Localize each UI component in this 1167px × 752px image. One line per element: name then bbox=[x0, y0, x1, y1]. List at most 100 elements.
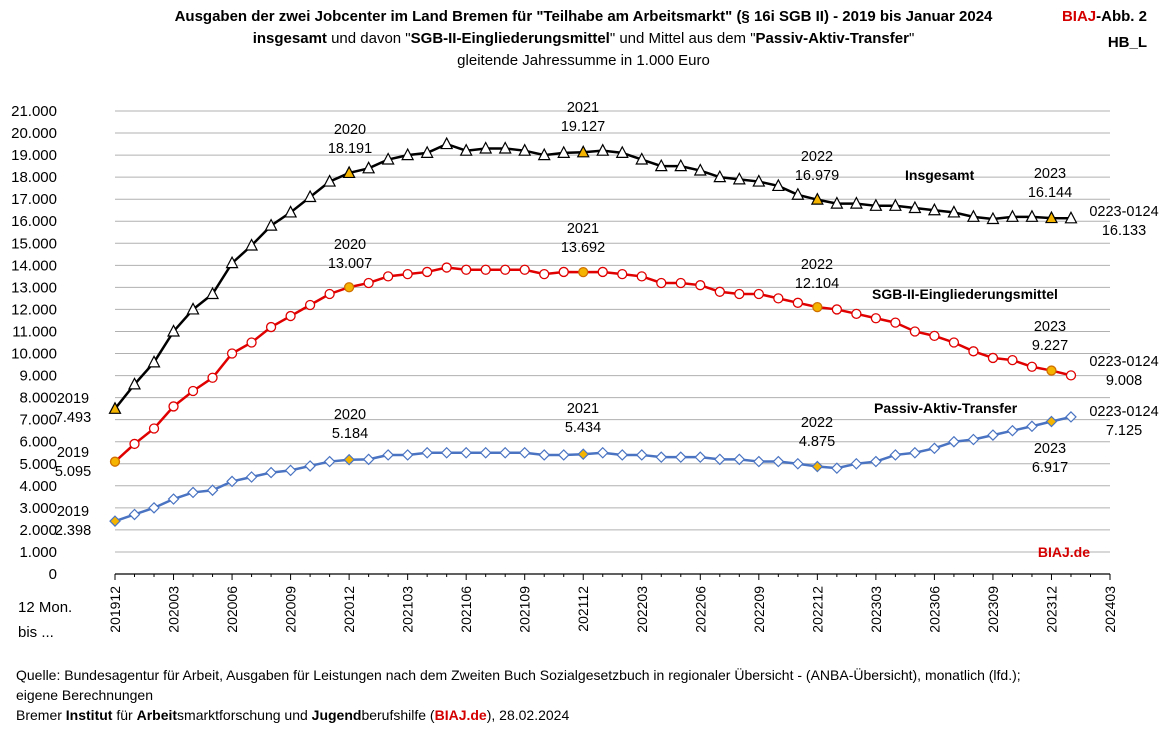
data-point bbox=[109, 456, 121, 467]
chart-title: Ausgaben der zwei Jobcenter im Land Brem… bbox=[0, 6, 1167, 72]
data-point bbox=[1044, 210, 1058, 224]
data-point bbox=[323, 174, 337, 187]
watermark: BIAJ.de bbox=[1038, 544, 1090, 560]
data-point bbox=[187, 486, 199, 499]
value-annotation: 9.227 bbox=[1032, 338, 1068, 354]
data-point bbox=[342, 165, 356, 179]
data-point bbox=[889, 449, 902, 461]
value-annotation: 2023 bbox=[1034, 441, 1066, 457]
data-point bbox=[850, 457, 863, 470]
y-tick-label: 15.000 bbox=[11, 235, 57, 252]
data-point bbox=[206, 484, 219, 497]
x-tick-label: 202212 bbox=[809, 586, 825, 633]
x-tick-label: 202109 bbox=[517, 586, 533, 633]
title-pat: Passiv-Aktiv-Transfer bbox=[755, 30, 909, 47]
source-line-1: Quelle: Bundesagentur für Arbeit, Ausgab… bbox=[16, 667, 1021, 683]
data-point bbox=[401, 147, 415, 161]
y-tick-label: 6.000 bbox=[19, 434, 57, 451]
source-note: Quelle: Bundesagentur für Arbeit, Ausgab… bbox=[16, 665, 1021, 725]
inst-bold-2: Arbeit bbox=[136, 707, 178, 723]
data-point bbox=[168, 401, 179, 412]
data-point bbox=[401, 449, 414, 461]
data-point bbox=[966, 209, 980, 222]
value-annotation: 5.184 bbox=[332, 426, 368, 442]
data-point bbox=[265, 321, 277, 333]
data-point bbox=[557, 449, 570, 461]
value-annotation: 16.133 bbox=[1102, 223, 1146, 239]
data-point bbox=[459, 143, 473, 156]
data-point bbox=[1065, 411, 1077, 423]
x-tick-label: 202006 bbox=[224, 586, 240, 633]
value-annotation: 0223-0124 bbox=[1089, 354, 1158, 370]
value-annotation: 2020 bbox=[334, 237, 366, 253]
data-point bbox=[909, 446, 921, 459]
title-text-a: und davon " bbox=[326, 30, 411, 47]
data-point bbox=[1065, 370, 1077, 381]
x-tick-label: 202303 bbox=[868, 586, 884, 633]
data-point bbox=[225, 255, 239, 269]
data-point bbox=[499, 446, 512, 459]
data-point bbox=[557, 145, 571, 158]
series-line-0 bbox=[114, 142, 1071, 410]
data-point bbox=[264, 218, 278, 231]
data-point bbox=[187, 385, 199, 397]
data-point bbox=[656, 277, 667, 289]
value-annotation: 2022 bbox=[801, 149, 833, 165]
inst-text-1: Bremer bbox=[16, 707, 66, 723]
data-point bbox=[849, 196, 863, 209]
value-annotation: 7.493 bbox=[55, 410, 91, 426]
data-point bbox=[207, 372, 218, 383]
data-point bbox=[303, 189, 317, 203]
data-point bbox=[675, 277, 686, 289]
title-line-2: insgesamt und davon "SGB-II-Eingliederun… bbox=[0, 28, 1167, 50]
y-tick-label: 10.000 bbox=[11, 346, 57, 363]
data-point bbox=[811, 460, 824, 473]
data-point bbox=[909, 326, 921, 337]
data-point bbox=[831, 462, 843, 475]
y-tick-label: 17.000 bbox=[11, 191, 57, 208]
data-point bbox=[381, 152, 395, 165]
data-point bbox=[343, 282, 355, 293]
data-point bbox=[733, 453, 746, 466]
data-point bbox=[655, 451, 668, 463]
data-point bbox=[206, 286, 220, 300]
data-point bbox=[246, 337, 257, 348]
value-annotation: 13.692 bbox=[561, 240, 605, 256]
data-point bbox=[908, 200, 922, 214]
title-text-c: " bbox=[908, 30, 915, 47]
data-point bbox=[1005, 209, 1019, 222]
title-sgb: SGB-II-Eingliederungsmittel bbox=[410, 30, 610, 47]
x-tick-label: 202312 bbox=[1043, 586, 1059, 633]
data-point bbox=[753, 288, 764, 300]
data-point bbox=[304, 460, 316, 472]
data-point bbox=[441, 262, 452, 273]
data-point bbox=[421, 446, 434, 459]
title-text-b: " und Mittel aus dem " bbox=[609, 30, 756, 47]
data-point bbox=[558, 266, 569, 278]
value-annotation: 2.398 bbox=[55, 523, 91, 539]
data-point bbox=[577, 448, 590, 461]
data-point bbox=[440, 446, 453, 459]
x-tick-label: 202403 bbox=[1102, 586, 1118, 633]
x-tick-label: 202203 bbox=[634, 586, 650, 633]
value-annotation: 2020 bbox=[334, 122, 366, 138]
y-tick-label: 2.000 bbox=[19, 522, 57, 539]
data-point bbox=[148, 423, 160, 434]
data-point bbox=[1045, 415, 1058, 428]
value-annotation: 16.979 bbox=[795, 168, 839, 184]
y-tick-label: 1.000 bbox=[19, 544, 57, 561]
data-point bbox=[108, 401, 122, 414]
series-label: Passiv-Aktiv-Transfer bbox=[874, 400, 1018, 416]
value-annotation: 9.008 bbox=[1106, 373, 1142, 389]
data-point bbox=[245, 238, 259, 251]
title-insgesamt: insgesamt bbox=[252, 30, 327, 47]
data-point bbox=[888, 198, 902, 211]
y-tick-label: 5.000 bbox=[19, 456, 57, 473]
data-point bbox=[870, 455, 882, 468]
data-point bbox=[226, 348, 238, 359]
value-annotation: 2021 bbox=[567, 401, 599, 417]
value-annotation: 16.144 bbox=[1028, 185, 1072, 201]
data-point bbox=[382, 449, 394, 461]
data-point bbox=[713, 169, 727, 183]
